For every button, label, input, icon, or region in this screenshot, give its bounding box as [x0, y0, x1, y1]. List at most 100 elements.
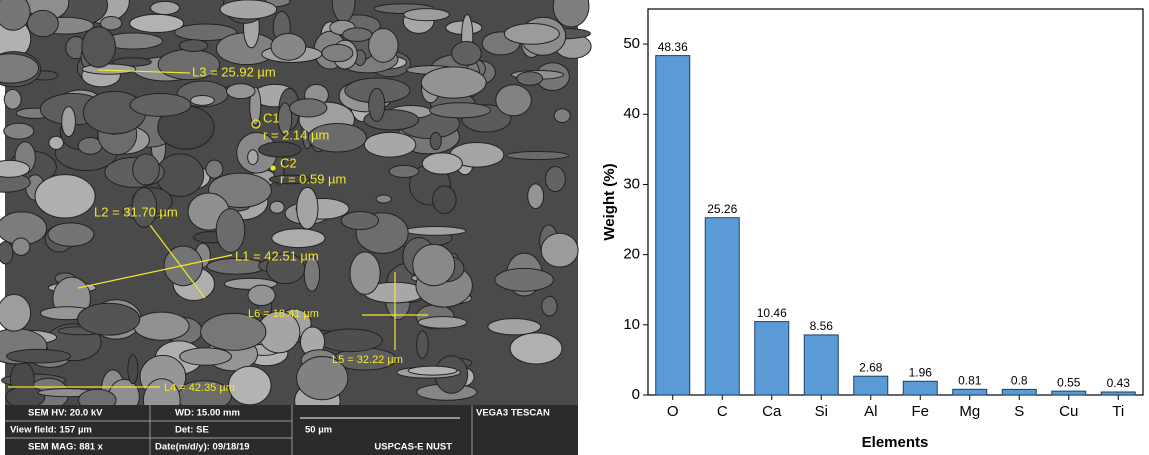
- bar: [705, 218, 739, 395]
- particle: [488, 319, 541, 335]
- particle: [404, 9, 450, 21]
- particle: [341, 211, 378, 229]
- particle: [418, 317, 467, 329]
- particle: [369, 88, 385, 121]
- particle: [4, 123, 34, 139]
- particle: [62, 107, 76, 137]
- x-tick-label: Cu: [1059, 403, 1078, 420]
- y-tick-label: 0: [632, 386, 640, 403]
- particle: [128, 355, 138, 384]
- annotation: C2: [280, 155, 297, 170]
- particle: [0, 294, 31, 331]
- value-label: 2.68: [859, 360, 883, 374]
- particle: [290, 99, 327, 117]
- particle: [510, 333, 562, 364]
- particle: [206, 160, 223, 178]
- value-label: 48.36: [658, 40, 688, 54]
- value-label: 10.46: [757, 306, 787, 320]
- x-tick-label: Ca: [762, 403, 782, 420]
- x-tick-label: Fe: [911, 403, 929, 420]
- value-label: 25.26: [707, 202, 737, 216]
- particle: [430, 132, 441, 149]
- particle: [180, 348, 232, 365]
- bar: [854, 376, 888, 395]
- particle: [452, 41, 482, 65]
- particle: [405, 227, 466, 236]
- particle: [27, 10, 58, 36]
- particle: [191, 95, 215, 105]
- info-text: 50 µm: [305, 425, 332, 436]
- x-tick-label: Si: [815, 403, 828, 420]
- particle: [350, 252, 380, 294]
- annotation: L6 = 18.41 µm: [248, 308, 319, 320]
- particle: [220, 0, 277, 19]
- bar: [953, 389, 987, 395]
- value-label: 0.8: [1011, 374, 1028, 388]
- particle: [542, 297, 557, 316]
- value-label: 1.96: [909, 365, 933, 379]
- particle: [6, 349, 70, 363]
- figure: L3 = 25.92 µm C1 r = 2.14 µm C2 r = 0.59…: [0, 0, 1149, 455]
- particle: [495, 268, 554, 291]
- bar: [804, 335, 838, 395]
- y-tick-label: 10: [623, 316, 640, 333]
- particle: [82, 64, 136, 74]
- value-label: 8.56: [810, 319, 834, 333]
- y-tick-label: 50: [623, 35, 640, 52]
- bar-chart: Weight (%) Elements 01020304050O48.36C25…: [601, 9, 1143, 451]
- annotation: r = 0.59 µm: [280, 171, 346, 186]
- y-axis-label: Weight (%): [601, 163, 618, 240]
- x-tick-label: Mg: [959, 403, 980, 420]
- particle: [517, 72, 543, 86]
- annotation: r = 2.14 µm: [263, 127, 329, 142]
- particle: [150, 1, 179, 14]
- x-axis-label: Elements: [862, 434, 929, 451]
- particle: [78, 303, 140, 335]
- particle: [376, 195, 391, 203]
- annotation: L2 = 31.70 µm: [94, 204, 178, 219]
- annotation: L1 = 42.51 µm: [235, 248, 319, 263]
- particle: [389, 165, 418, 177]
- value-label: 0.55: [1057, 375, 1081, 389]
- x-tick-label: O: [667, 403, 679, 420]
- particle: [6, 387, 45, 408]
- y-tick-label: 40: [623, 105, 640, 122]
- particle: [504, 24, 559, 45]
- particle: [226, 84, 255, 99]
- info-text: USPCAS-E NUST: [374, 442, 452, 453]
- particle: [35, 175, 95, 218]
- info-text: VEGA3 TESCAN: [476, 408, 550, 419]
- annotation: L4 = 42.35 µm: [164, 382, 235, 394]
- particle: [0, 241, 13, 264]
- particle: [343, 28, 372, 42]
- value-label: 0.43: [1107, 376, 1131, 390]
- info-text: Det: SE: [175, 425, 209, 436]
- annotation: L3 = 25.92 µm: [192, 64, 276, 79]
- particle: [554, 109, 570, 123]
- particle: [248, 285, 275, 305]
- particle: [272, 229, 325, 248]
- particle: [130, 93, 191, 116]
- particle: [130, 14, 184, 32]
- particle: [421, 67, 486, 98]
- particle: [322, 44, 353, 61]
- info-text: Date(m/d/y): 09/18/19: [155, 442, 250, 453]
- annotation: C1: [263, 110, 280, 125]
- particle: [82, 27, 116, 68]
- bar: [1101, 392, 1135, 395]
- info-text: View field: 157 µm: [10, 425, 92, 436]
- particle: [430, 103, 491, 118]
- particle: [496, 85, 532, 116]
- circle-marker: [271, 166, 275, 170]
- particle: [506, 151, 568, 159]
- particle: [422, 153, 462, 174]
- info-text: SEM HV: 20.0 kV: [28, 408, 103, 419]
- particle: [545, 167, 565, 192]
- annotation: L5 = 32.22 µm: [332, 354, 403, 366]
- particle: [270, 201, 284, 213]
- particle: [528, 184, 544, 209]
- sem-image: [0, 0, 591, 422]
- value-label: 0.81: [958, 373, 982, 387]
- bar: [1052, 391, 1086, 395]
- particle: [179, 40, 207, 52]
